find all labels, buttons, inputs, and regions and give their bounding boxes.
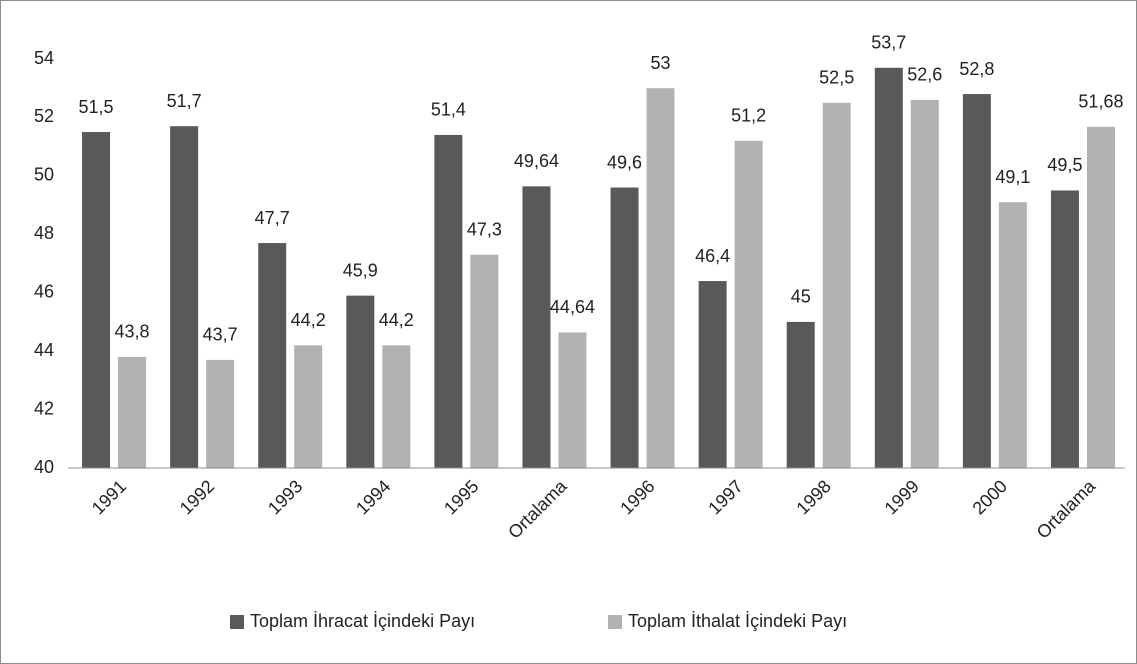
value-label: 51,5	[79, 97, 114, 117]
value-label: 53	[651, 53, 671, 73]
value-label: 49,1	[995, 167, 1030, 187]
bar	[910, 99, 939, 469]
value-label: 45	[791, 287, 811, 307]
bar	[786, 321, 815, 468]
legend-label: Toplam İthalat İçindeki Payı	[628, 611, 847, 631]
y-tick-label: 46	[34, 281, 54, 301]
value-label: 47,7	[255, 208, 290, 228]
legend-swatch	[230, 615, 244, 629]
value-label: 53,7	[871, 33, 906, 53]
value-label: 44,2	[291, 310, 326, 330]
legend-label: Toplam İhracat İçindeki Payı	[250, 611, 475, 631]
value-label: 49,5	[1047, 155, 1082, 175]
y-tick-label: 48	[34, 223, 54, 243]
y-tick-label: 44	[34, 340, 54, 360]
bar	[118, 356, 147, 468]
bar	[558, 332, 587, 468]
y-tick-label: 52	[34, 106, 54, 126]
bar	[698, 281, 727, 468]
bar	[382, 345, 411, 468]
bar	[1086, 126, 1115, 468]
value-label: 44,2	[379, 310, 414, 330]
bar	[1050, 190, 1079, 468]
y-tick-label: 54	[34, 48, 54, 68]
bar	[82, 132, 111, 469]
value-label: 43,7	[203, 325, 238, 345]
value-label: 45,9	[343, 260, 378, 280]
bar	[470, 254, 499, 468]
bar	[258, 243, 287, 468]
value-label: 51,7	[167, 91, 202, 111]
y-tick-label: 40	[34, 457, 54, 477]
value-label: 49,64	[514, 151, 559, 171]
bar	[346, 295, 375, 468]
bar	[734, 140, 763, 469]
bar	[206, 359, 235, 468]
bar	[874, 67, 903, 468]
bar	[646, 88, 675, 468]
value-label: 52,6	[907, 65, 942, 85]
value-label: 51,4	[431, 100, 466, 120]
bar	[294, 345, 323, 468]
value-label: 43,8	[115, 322, 150, 342]
legend-swatch	[608, 615, 622, 629]
value-label: 47,3	[467, 219, 502, 239]
bar	[170, 126, 199, 468]
value-label: 44,64	[550, 297, 595, 317]
y-tick-label: 42	[34, 398, 54, 418]
value-label: 51,68	[1078, 92, 1123, 112]
value-label: 52,5	[819, 68, 854, 88]
value-label: 52,8	[959, 59, 994, 79]
bar	[998, 202, 1027, 468]
bar	[434, 134, 463, 468]
value-label: 46,4	[695, 246, 730, 266]
bar	[822, 102, 851, 469]
bar	[962, 94, 991, 469]
value-label: 49,6	[607, 152, 642, 172]
y-tick-label: 50	[34, 165, 54, 185]
value-label: 51,2	[731, 106, 766, 126]
bar	[610, 187, 639, 469]
bar	[522, 186, 551, 469]
